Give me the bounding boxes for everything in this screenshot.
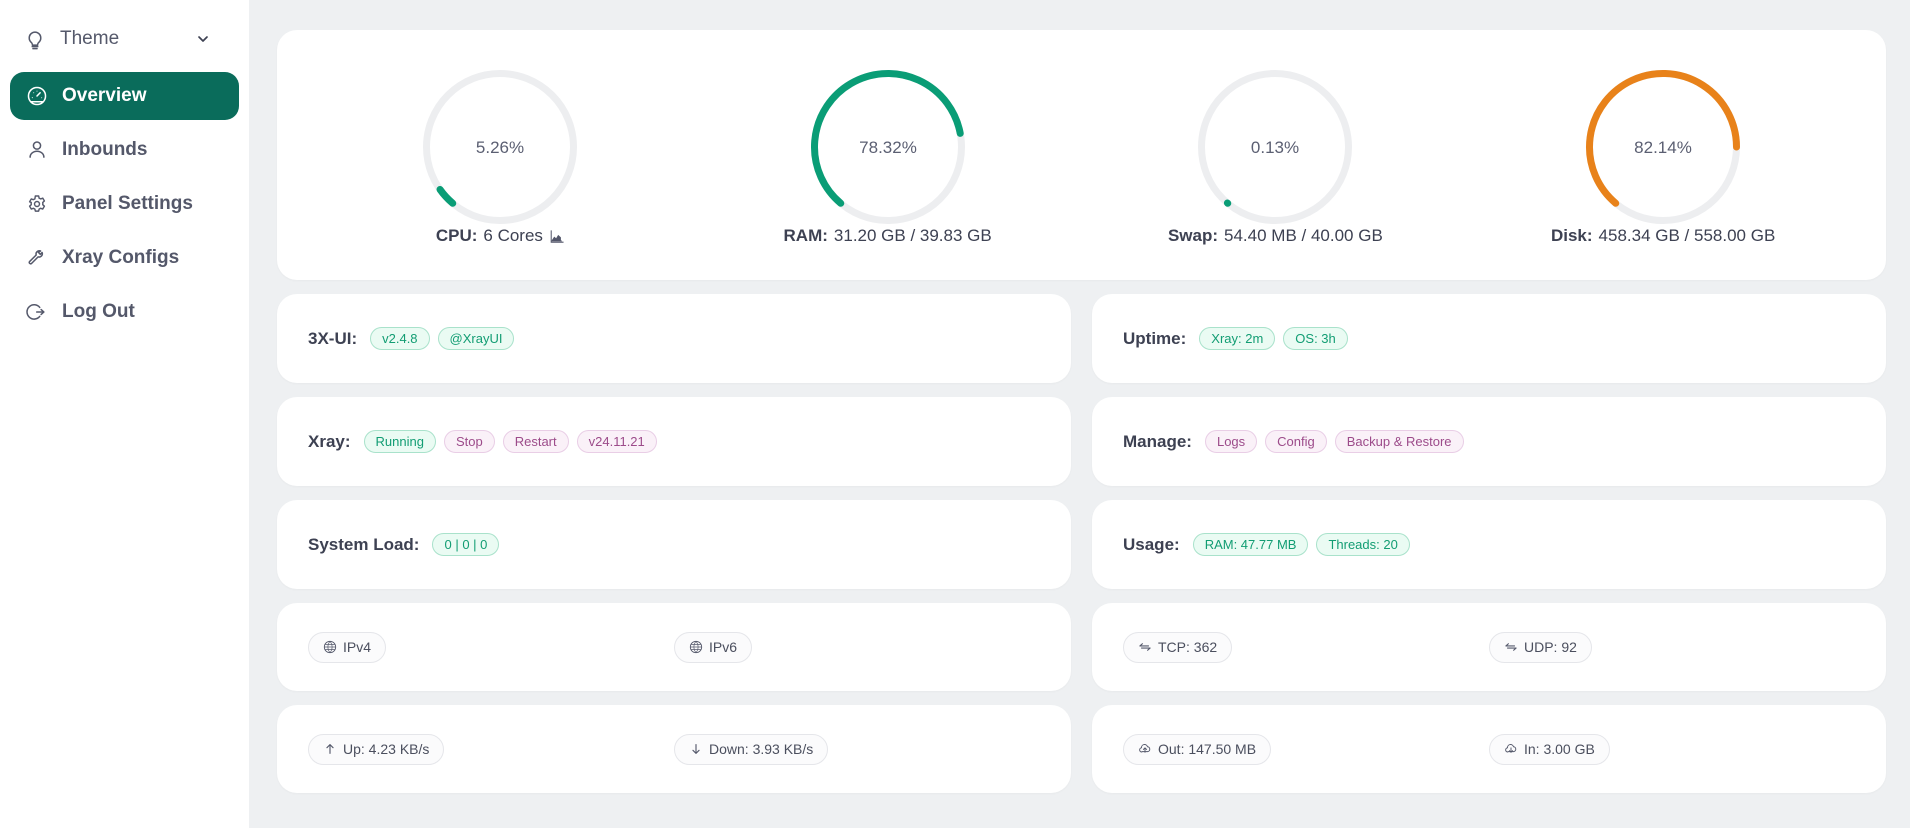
svg-text:78.32%: 78.32% [859,138,917,157]
svg-text:5.26%: 5.26% [476,138,524,157]
svg-text:82.14%: 82.14% [1634,138,1692,157]
svg-text:0.13%: 0.13% [1251,138,1299,157]
